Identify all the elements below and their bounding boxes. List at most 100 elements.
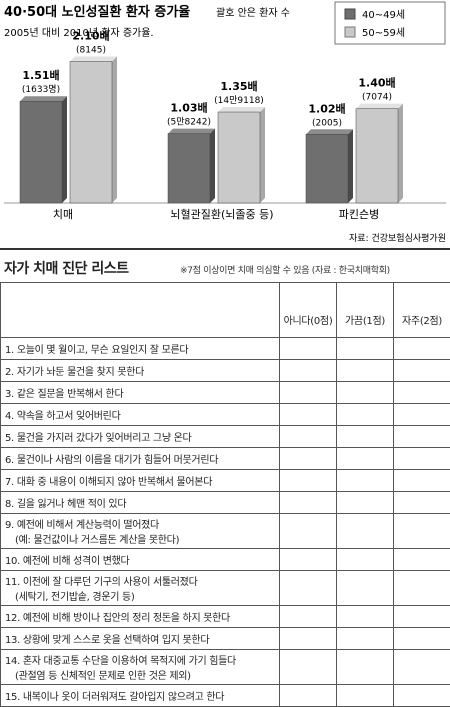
answer-cell-sometimes[interactable] xyxy=(337,571,394,606)
answer-cell-often[interactable] xyxy=(394,571,450,606)
answer-cell-sometimes[interactable] xyxy=(337,382,394,404)
answer-cell-never[interactable] xyxy=(280,650,337,685)
answer-cell-never[interactable] xyxy=(280,470,337,492)
bar-top-50s-1 xyxy=(218,107,265,112)
category-label-0: 치매 xyxy=(53,208,73,221)
answer-cell-never[interactable] xyxy=(280,492,337,514)
checklist-item: 9. 예전에 비해서 계산능력이 떨어졌다(예: 물건값이나 거스름돈 계산을 … xyxy=(1,514,280,549)
checklist-header-row: 아니다(0점) 가끔(1점) 자주(2점) xyxy=(1,283,450,338)
answer-cell-often[interactable] xyxy=(394,650,450,685)
bar-value-label-50s-2: 1.40배 xyxy=(358,76,395,90)
checklist-item-text: 12. 예전에 비해 방이나 집안의 정리 정돈을 하지 못한다 xyxy=(5,613,230,624)
bar-count-label-50s-1: (14만9118) xyxy=(214,95,264,106)
checklist-item-subtext: (세탁기, 전기밥솥, 경운기 등) xyxy=(5,588,279,603)
answer-cell-sometimes[interactable] xyxy=(337,448,394,470)
answer-cell-often[interactable] xyxy=(394,470,450,492)
answer-cell-sometimes[interactable] xyxy=(337,470,394,492)
checklist-item: 2. 자기가 놔둔 물건을 찾지 못한다 xyxy=(1,360,280,382)
answer-cell-never[interactable] xyxy=(280,360,337,382)
bar-count-label-50s-0: (8145) xyxy=(76,45,106,55)
answer-cell-often[interactable] xyxy=(394,628,450,650)
answer-cell-sometimes[interactable] xyxy=(337,492,394,514)
checklist-item-text: 4. 약속을 하고서 잊어버린다 xyxy=(5,411,120,422)
chart-section: 40·50대 노인성질환 환자 증가율 괄호 안은 환자 수 2005년 대비 … xyxy=(0,0,450,250)
checklist-item-text: 1. 오늘이 몇 월이고, 무슨 요일인지 잘 모른다 xyxy=(5,345,188,356)
checklist-note: ※7점 이상이면 치매 의심할 수 있음 (자료 : 한국치매학회) xyxy=(180,263,390,276)
answer-cell-never[interactable] xyxy=(280,571,337,606)
answer-cell-sometimes[interactable] xyxy=(337,549,394,571)
answer-cell-sometimes[interactable] xyxy=(337,360,394,382)
checklist-item: 10. 예전에 비해 성격이 변했다 xyxy=(1,549,280,571)
answer-cell-sometimes[interactable] xyxy=(337,338,394,360)
answer-cell-often[interactable] xyxy=(394,549,450,571)
bar-count-label-40s-2: (2005) xyxy=(312,118,342,128)
checklist-item: 6. 물건이나 사람의 이름을 대기가 힘들어 머뭇거린다 xyxy=(1,448,280,470)
answer-cell-often[interactable] xyxy=(394,404,450,426)
bar-value-label-40s-1: 1.03배 xyxy=(170,101,207,115)
checklist-row: 12. 예전에 비해 방이나 집안의 정리 정돈을 하지 못한다 xyxy=(1,606,450,628)
answer-cell-often[interactable] xyxy=(394,360,450,382)
checklist-item-text: 15. 내복이나 옷이 더러워져도 갈아입지 않으려고 한다 xyxy=(5,692,224,703)
checklist-item: 14. 혼자 대중교통 수단을 이용하여 목적지에 가기 힘들다(관절염 등 신… xyxy=(1,650,280,685)
checklist-row: 8. 길을 잃거나 헤맨 적이 있다 xyxy=(1,492,450,514)
answer-cell-sometimes[interactable] xyxy=(337,606,394,628)
category-label-1: 뇌혈관질환(뇌졸중 등) xyxy=(170,207,273,221)
checklist-row: 7. 대화 중 내용이 이해되지 않아 반복해서 물어본다 xyxy=(1,470,450,492)
answer-cell-often[interactable] xyxy=(394,514,450,549)
checklist-item: 11. 이전에 잘 다루던 기구의 사용이 서툴러졌다(세탁기, 전기밥솥, 경… xyxy=(1,571,280,606)
bar-50s-0 xyxy=(70,61,112,203)
answer-cell-never[interactable] xyxy=(280,628,337,650)
checklist-item-subtext: (관절염 등 신체적인 문제로 인한 것은 제외) xyxy=(5,667,279,682)
bar-side-40s-1 xyxy=(210,129,215,203)
checklist-row: 10. 예전에 비해 성격이 변했다 xyxy=(1,549,450,571)
answer-cell-sometimes[interactable] xyxy=(337,426,394,448)
answer-cell-sometimes[interactable] xyxy=(337,514,394,549)
bar-count-label-40s-1: (5만8242) xyxy=(167,117,211,128)
bar-value-label-50s-1: 1.35배 xyxy=(220,79,257,93)
checklist-item-text: 10. 예전에 비해 성격이 변했다 xyxy=(5,556,129,567)
answer-cell-often[interactable] xyxy=(394,448,450,470)
answer-cell-often[interactable] xyxy=(394,492,450,514)
answer-cell-often[interactable] xyxy=(394,338,450,360)
column-header-item xyxy=(1,283,280,338)
answer-cell-never[interactable] xyxy=(280,382,337,404)
answer-cell-often[interactable] xyxy=(394,606,450,628)
answer-cell-never[interactable] xyxy=(280,404,337,426)
answer-cell-never[interactable] xyxy=(280,448,337,470)
answer-cell-never[interactable] xyxy=(280,606,337,628)
bar-top-50s-2 xyxy=(356,104,403,109)
legend-swatch-40s xyxy=(345,9,355,19)
answer-cell-often[interactable] xyxy=(394,382,450,404)
checklist-row: 13. 상황에 맞게 스스로 옷을 선택하여 입지 못한다 xyxy=(1,628,450,650)
checklist-item-text: 9. 예전에 비해서 계산능력이 떨어졌다 xyxy=(5,520,159,531)
checklist-row: 14. 혼자 대중교통 수단을 이용하여 목적지에 가기 힘들다(관절염 등 신… xyxy=(1,650,450,685)
bar-side-40s-0 xyxy=(62,96,67,203)
checklist-item: 12. 예전에 비해 방이나 집안의 정리 정돈을 하지 못한다 xyxy=(1,606,280,628)
legend-label-40s: 40~49세 xyxy=(362,9,405,21)
chart-title-note: 괄호 안은 환자 수 xyxy=(216,7,290,19)
answer-cell-sometimes[interactable] xyxy=(337,404,394,426)
answer-cell-never[interactable] xyxy=(280,338,337,360)
checklist-item-text: 3. 같은 질문을 반복해서 한다 xyxy=(5,389,123,400)
checklist-row: 5. 물건을 가지러 갔다가 잊어버리고 그냥 온다 xyxy=(1,426,450,448)
bar-50s-2 xyxy=(356,109,398,203)
chart-source: 자료: 건강보험심사평가원 xyxy=(349,233,446,244)
answer-cell-never[interactable] xyxy=(280,549,337,571)
bar-chart: 40·50대 노인성질환 환자 증가율 괄호 안은 환자 수 2005년 대비 … xyxy=(0,0,450,250)
answer-cell-never[interactable] xyxy=(280,426,337,448)
checklist-row: 6. 물건이나 사람의 이름을 대기가 힘들어 머뭇거린다 xyxy=(1,448,450,470)
answer-cell-never[interactable] xyxy=(280,514,337,549)
bar-count-label-50s-2: (7074) xyxy=(362,93,392,103)
answer-cell-often[interactable] xyxy=(394,426,450,448)
checklist-row: 1. 오늘이 몇 월이고, 무슨 요일인지 잘 모른다 xyxy=(1,338,450,360)
bar-value-label-40s-2: 1.02배 xyxy=(308,101,345,115)
checklist-item: 1. 오늘이 몇 월이고, 무슨 요일인지 잘 모른다 xyxy=(1,338,280,360)
checklist-item: 13. 상황에 맞게 스스로 옷을 선택하여 입지 못한다 xyxy=(1,628,280,650)
bar-value-label-50s-0: 2.10배 xyxy=(72,28,109,42)
answer-cell-sometimes[interactable] xyxy=(337,650,394,685)
bar-50s-1 xyxy=(218,112,260,203)
chart-legend: 40~49세 50~59세 xyxy=(335,2,445,44)
legend-swatch-50s xyxy=(345,27,355,37)
bar-40s-2 xyxy=(306,134,348,203)
answer-cell-sometimes[interactable] xyxy=(337,628,394,650)
